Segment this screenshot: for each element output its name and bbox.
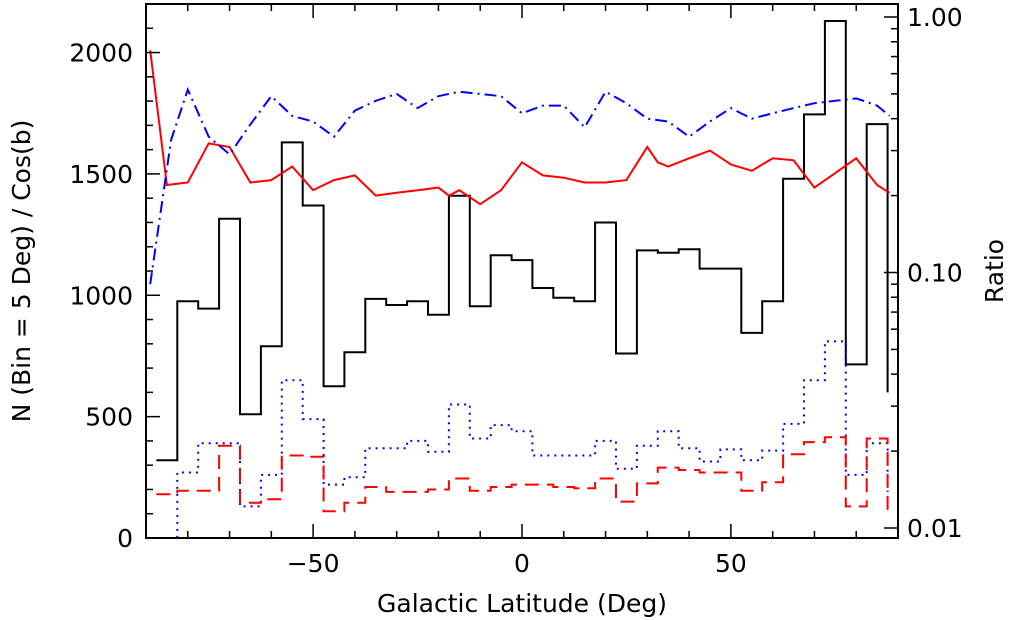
series-black-solid-step (156, 20, 889, 462)
x-axis-title: Galactic Latitude (Deg) (377, 589, 667, 618)
y2-axis-title: Ratio (980, 239, 1009, 303)
series-blue-dotted-step (156, 340, 889, 539)
series-line-red-solid (149, 50, 891, 206)
series-line-red-dashed-step (156, 436, 889, 513)
series-line-black-solid-step (156, 20, 889, 462)
y2-tick-label: 0.10 (907, 259, 963, 288)
x-tick-label: −50 (287, 549, 340, 578)
series-layer (149, 20, 891, 539)
y2-tick-label: 1.00 (907, 3, 963, 32)
y-tick-label: 500 (85, 403, 133, 432)
series-red-solid (149, 50, 891, 206)
y-tick-label: 1500 (69, 160, 133, 189)
y-tick-label: 2000 (69, 39, 133, 68)
series-line-blue-dash-dot (149, 86, 891, 285)
y-tick-label: 1000 (69, 281, 133, 310)
plot-frame (145, 3, 899, 539)
series-red-dashed-step (156, 436, 889, 513)
series-line-blue-dotted-step (156, 340, 889, 539)
y-axis-title: N (Bin = 5 Deg) / Cos(b) (7, 120, 36, 423)
x-tick-label: 0 (514, 549, 530, 578)
y2-tick-label: 0.01 (907, 514, 963, 543)
y-tick-label: 0 (117, 524, 133, 553)
x-tick-label: 50 (715, 549, 747, 578)
series-blue-dash-dot (149, 86, 891, 285)
